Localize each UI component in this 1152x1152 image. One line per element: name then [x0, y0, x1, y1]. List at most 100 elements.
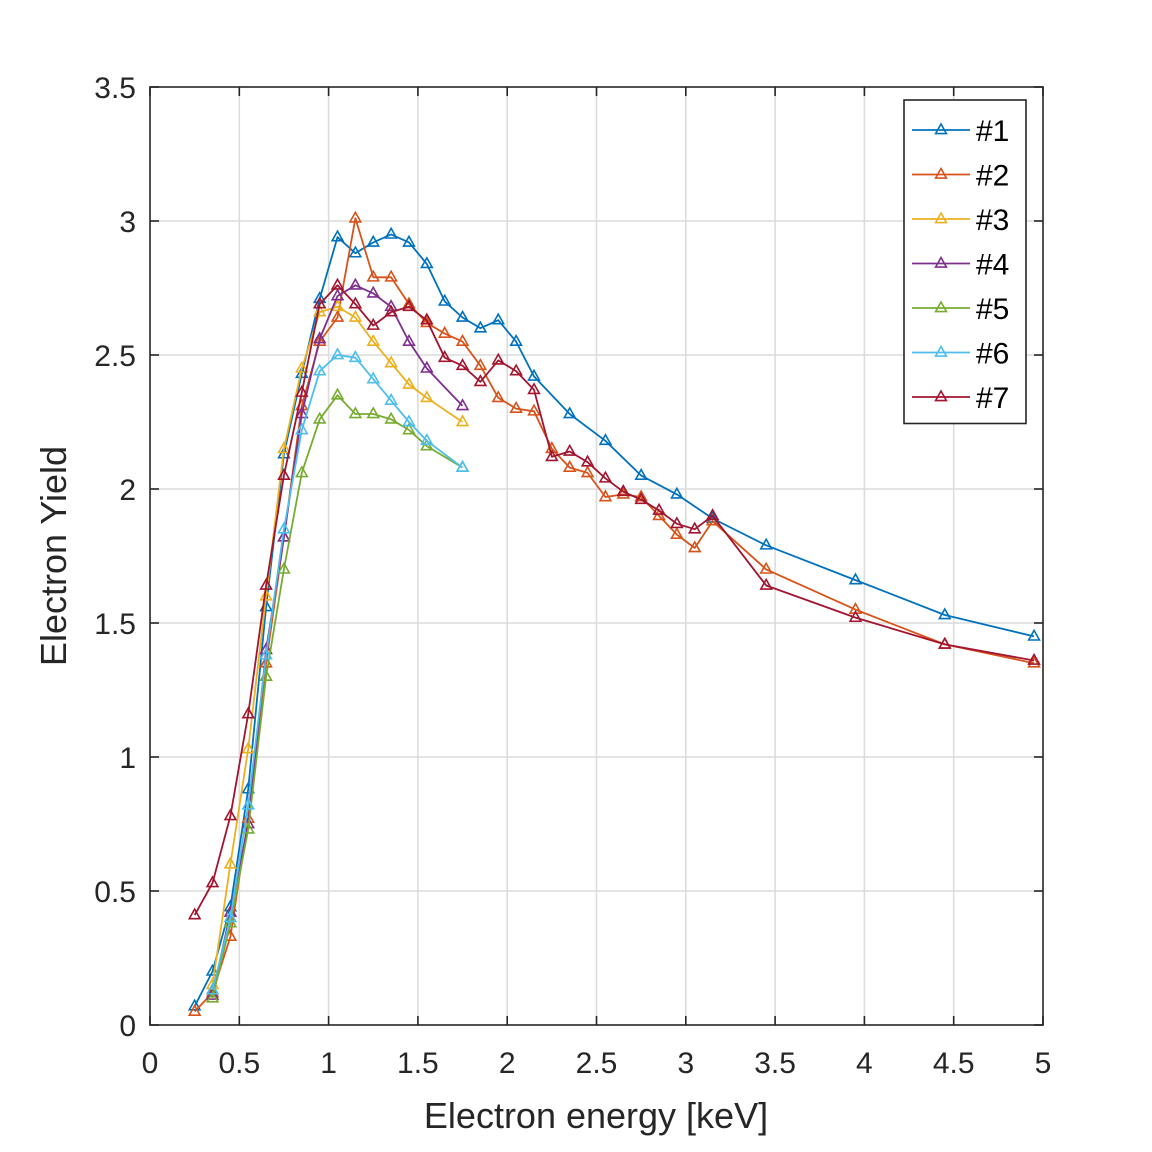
y-tick-label: 0	[119, 1010, 136, 1043]
data-point-marker	[187, 1003, 202, 1017]
legend: #1 #2 #3 #4 #5 #6 #7	[903, 99, 1027, 425]
data-point-marker	[330, 229, 345, 242]
data-point-marker	[1027, 652, 1041, 665]
data-point-marker	[848, 610, 863, 623]
data-point-marker	[187, 998, 202, 1011]
data-point-marker	[455, 414, 470, 427]
data-point-marker	[473, 358, 488, 371]
data-point-marker	[330, 299, 345, 312]
data-point-marker	[295, 360, 309, 373]
x-tick-label: 3.5	[754, 1047, 796, 1080]
data-point-marker	[491, 312, 506, 325]
data-point-marker	[366, 406, 381, 419]
data-point-marker	[634, 492, 648, 505]
legend-entry: #6	[912, 338, 1009, 371]
data-point-marker	[652, 502, 666, 515]
data-point-marker	[634, 467, 648, 481]
x-tick-label: 2.5	[576, 1047, 618, 1080]
data-point-marker	[312, 333, 327, 347]
data-point-marker	[670, 486, 684, 499]
data-point-marker	[241, 797, 255, 810]
data-point-marker	[277, 467, 291, 481]
legend-label: #7	[976, 382, 1009, 415]
data-point-marker	[473, 320, 488, 333]
data-point-marker	[616, 484, 631, 497]
data-point-marker	[295, 384, 309, 397]
series-7	[187, 277, 1041, 920]
data-point-marker	[312, 331, 327, 344]
legend-label: #4	[976, 249, 1009, 282]
data-point-marker	[759, 577, 773, 590]
data-point-marker	[455, 358, 470, 371]
data-point-marker	[759, 561, 773, 574]
data-point-marker	[580, 454, 595, 467]
legend-marker	[934, 255, 948, 268]
x-tick-label: 2	[499, 1047, 516, 1080]
data-point-marker	[205, 875, 220, 888]
data-point-marker	[384, 226, 398, 239]
data-point-marker	[330, 288, 345, 301]
data-point-marker	[473, 374, 488, 387]
data-point-marker	[223, 808, 238, 821]
data-point-marker	[330, 347, 345, 360]
data-point-marker	[437, 350, 452, 363]
legend-entry: #1	[912, 115, 1009, 148]
data-point-marker	[384, 411, 398, 424]
data-point-marker	[527, 368, 541, 381]
data-point-marker	[687, 540, 702, 553]
legend-entry: #2	[912, 160, 1009, 193]
data-point-marker	[598, 433, 613, 446]
x-tick-label: 0	[142, 1047, 159, 1080]
data-point-marker	[348, 245, 363, 258]
legend-entry: #5	[912, 293, 1009, 326]
series-line	[193, 284, 1035, 916]
y-tick-label: 3.5	[94, 72, 136, 105]
data-point-marker	[491, 352, 506, 365]
data-point-marker	[330, 309, 345, 322]
series-line	[211, 284, 464, 996]
data-point-marker	[420, 256, 434, 269]
data-point-marker	[437, 325, 452, 338]
data-point-marker	[366, 234, 381, 247]
legend-entry: #4	[912, 249, 1009, 282]
data-point-marker	[223, 856, 238, 869]
data-point-marker	[330, 387, 345, 400]
data-point-marker	[402, 234, 416, 247]
legend-box	[903, 99, 1027, 425]
x-tick-label: 0.5	[218, 1047, 260, 1080]
x-tick-label: 4	[856, 1047, 873, 1080]
data-point-marker	[420, 390, 434, 403]
data-point-marker	[420, 312, 434, 325]
data-point-marker	[580, 465, 595, 478]
data-point-marker	[509, 400, 523, 414]
data-point-marker	[759, 537, 773, 550]
data-point-marker	[384, 304, 398, 317]
data-point-marker	[295, 406, 309, 419]
series-6	[205, 347, 470, 995]
data-point-marker	[366, 269, 381, 282]
data-point-marker	[277, 441, 291, 454]
data-point-marker	[562, 406, 577, 419]
data-point-marker	[259, 577, 273, 590]
data-point-marker	[598, 470, 613, 483]
legend-label: #2	[976, 160, 1009, 193]
y-tick-label: 2.5	[94, 340, 136, 373]
data-point-marker	[402, 333, 416, 347]
data-point-marker	[312, 363, 327, 376]
y-tick-label: 1.5	[94, 608, 136, 641]
legend-label: #3	[976, 204, 1009, 237]
legend-marker	[934, 122, 948, 135]
data-point-marker	[384, 269, 398, 282]
data-point-marker	[312, 296, 327, 309]
data-point-marker	[545, 449, 559, 462]
legend-marker	[934, 344, 948, 357]
data-point-marker	[670, 526, 684, 539]
data-point-marker	[455, 459, 470, 472]
data-point-marker	[277, 529, 291, 542]
x-axis-title: Electron energy [keV]	[424, 1095, 768, 1136]
data-point-marker	[312, 304, 327, 317]
data-point-marker	[277, 521, 291, 534]
data-point-marker	[366, 333, 381, 347]
data-point-marker	[277, 561, 291, 574]
